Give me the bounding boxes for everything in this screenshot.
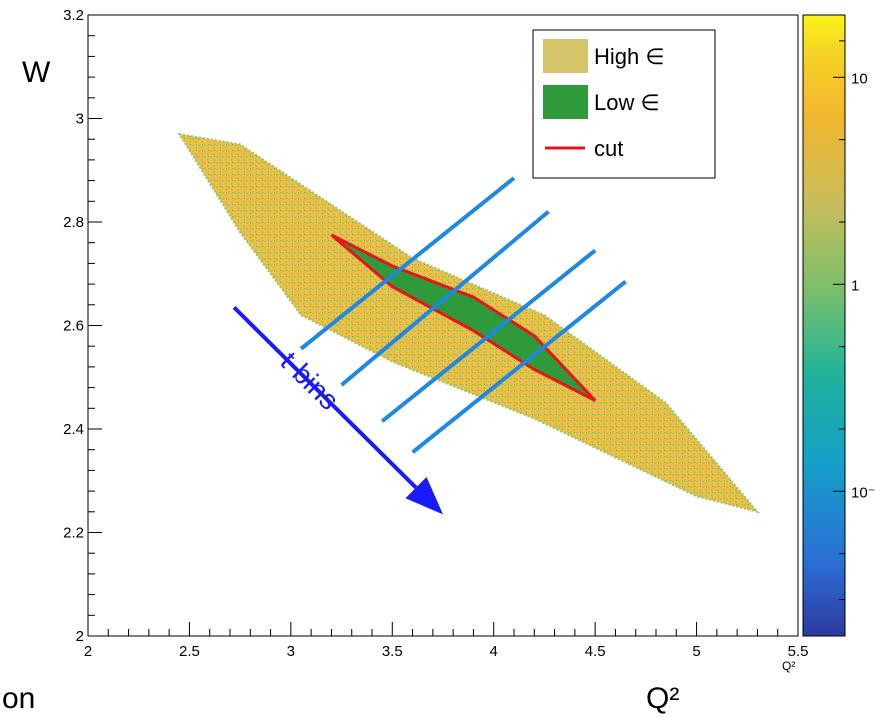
x-tick-label: 2 [84, 643, 92, 660]
legend-label-1: High ∈ [594, 44, 665, 69]
tbin-line-4 [411, 279, 627, 454]
x-tick-label: 4.5 [585, 643, 606, 660]
x-axis-label: Q² [646, 682, 679, 715]
legend-swatch-1 [543, 39, 588, 73]
t-bins-arrow [232, 305, 418, 490]
x-tick-label: 5.5 [788, 643, 809, 660]
colorbar-tick-label: 1 [851, 277, 859, 294]
partial-text-bottom-left: on [2, 682, 35, 715]
x-tick-label: 4 [490, 643, 498, 660]
tbin-line-2 [340, 210, 550, 387]
y-tick-label: 2 [76, 628, 84, 645]
y-tick-label: 2.6 [63, 318, 84, 335]
y-axis-label: W [22, 56, 51, 89]
legend-swatch-2 [543, 85, 588, 119]
y-tick-label: 2.8 [63, 214, 84, 231]
y-tick-label: 2.4 [63, 421, 84, 438]
x-tick-label: 5 [692, 643, 700, 660]
legend-label-3: cut [594, 136, 623, 161]
tbin-line-3 [380, 248, 597, 423]
x-tick-label: 3 [287, 643, 295, 660]
y-tick-label: 2.2 [63, 525, 84, 542]
legend-label-2: Low ∈ [594, 90, 660, 115]
colorbar-tick-label: 10 [851, 70, 868, 87]
x-tick-label: 2.5 [179, 643, 200, 660]
x-axis-label-small: Q² [782, 659, 795, 673]
x-tick-label: 3.5 [382, 643, 403, 660]
cut-polygon [330, 233, 597, 402]
y-tick-label: 3 [76, 111, 84, 128]
colorbar-tick-label: 10⁻ [851, 484, 876, 501]
t-bins-arrowhead [405, 476, 443, 515]
y-tick-label: 3.2 [63, 7, 84, 24]
colorbar-scale [802, 14, 846, 637]
tbin-line-1 [299, 176, 516, 351]
